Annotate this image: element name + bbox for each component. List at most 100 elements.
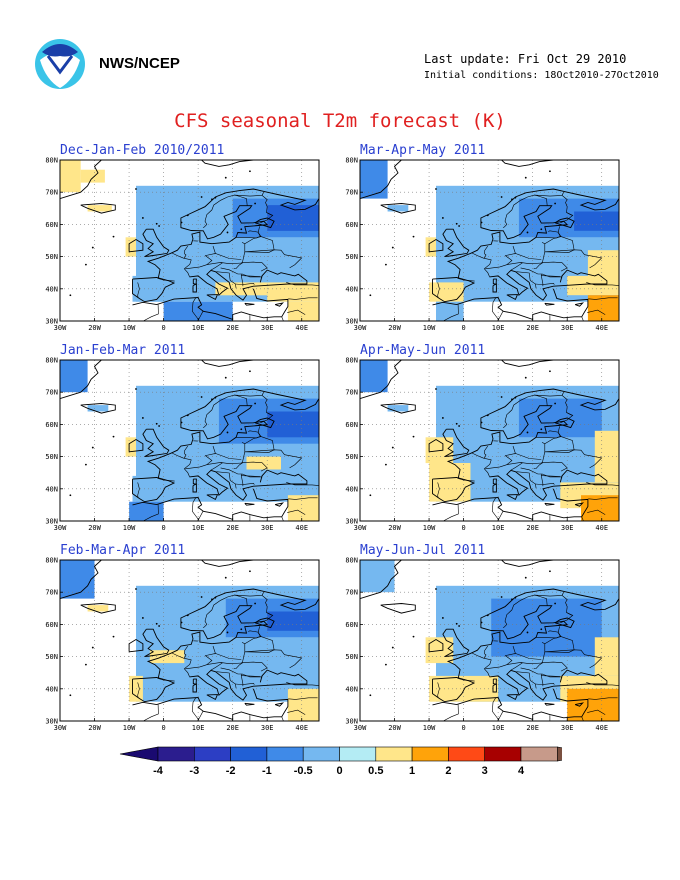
country-border	[157, 477, 175, 482]
x-tick-label: 0	[461, 524, 465, 532]
coastline	[274, 502, 285, 507]
y-tick-label: 30N	[45, 718, 58, 726]
country-border	[485, 662, 523, 671]
country-border	[544, 249, 603, 269]
coastline	[132, 297, 282, 321]
island-dot	[458, 225, 461, 227]
country-border	[557, 426, 562, 437]
x-tick-label: 10W	[423, 324, 436, 332]
coastline	[446, 588, 619, 678]
legend-label: -1	[262, 765, 272, 777]
coastline	[489, 669, 608, 701]
country-border	[457, 477, 475, 482]
legend-swatch	[448, 746, 485, 762]
coastline	[146, 388, 319, 478]
x-tick-label: 10E	[192, 524, 205, 532]
island-dot	[155, 222, 158, 225]
country-border	[191, 497, 200, 521]
country-border	[212, 645, 216, 655]
island-dot	[200, 396, 203, 398]
country-border	[281, 516, 284, 521]
country-border	[244, 649, 303, 669]
country-border	[244, 436, 275, 453]
coastline	[192, 278, 197, 285]
island-dot	[369, 294, 372, 297]
island-dot	[391, 646, 394, 649]
coastline	[252, 488, 289, 518]
coastline	[80, 403, 116, 414]
anomaly-cell	[163, 301, 233, 321]
plot-frame	[359, 159, 620, 322]
country-border	[533, 262, 543, 270]
island-dot	[549, 170, 551, 173]
country-border	[504, 253, 542, 265]
country-border	[235, 283, 244, 287]
island-dot	[214, 596, 217, 599]
country-border	[184, 453, 187, 459]
island-dot	[500, 196, 503, 198]
coastline	[206, 494, 219, 501]
country-border	[491, 697, 500, 721]
x-tick-label: 20E	[226, 724, 239, 732]
country-border	[137, 682, 140, 698]
country-border	[472, 652, 492, 677]
country-border	[586, 682, 619, 686]
x-tick-label: 30E	[561, 524, 574, 532]
island-dot	[214, 196, 217, 199]
country-border	[184, 445, 189, 455]
coastline	[80, 203, 116, 214]
island-dot	[240, 428, 243, 431]
island-dot	[112, 235, 115, 238]
country-border	[220, 667, 261, 677]
coastline	[244, 502, 255, 506]
y-tick-label: 80N	[45, 357, 58, 365]
anomaly-cell	[567, 275, 619, 296]
island-dot	[480, 421, 483, 424]
island-dot	[249, 570, 251, 573]
coastline	[360, 360, 402, 400]
country-border	[535, 683, 544, 687]
panel-title-mam: Mar-Apr-May 2011	[360, 143, 486, 158]
country-border	[520, 642, 546, 665]
org-label: NWS/NCEP	[99, 55, 180, 72]
island-dot	[385, 663, 387, 666]
y-tick-label: 60N	[345, 621, 358, 629]
country-border	[588, 697, 618, 700]
coastline	[489, 269, 608, 301]
anomaly-cell	[587, 250, 619, 276]
country-border	[541, 661, 568, 672]
y-tick-label: 40N	[345, 485, 358, 493]
x-tick-label: 20E	[526, 524, 539, 532]
x-tick-label: 0	[161, 324, 165, 332]
coastline	[446, 188, 619, 278]
country-border	[581, 716, 584, 721]
country-border	[220, 467, 261, 477]
country-border	[233, 662, 243, 670]
plot-frame	[359, 559, 620, 722]
country-border	[566, 412, 573, 416]
island-dot	[391, 446, 394, 449]
country-border	[281, 316, 284, 321]
coastline	[489, 469, 608, 501]
coastline	[574, 702, 585, 707]
coastline	[252, 688, 289, 718]
country-border	[588, 497, 618, 500]
coastline	[80, 603, 116, 614]
x-tick-label: 40E	[295, 324, 308, 332]
x-tick-label: 20W	[388, 524, 401, 532]
anomaly-cell	[567, 688, 619, 721]
coastline	[244, 302, 255, 306]
island-dot	[511, 198, 513, 201]
country-border	[544, 636, 575, 653]
country-border	[581, 316, 584, 321]
island-dot	[200, 596, 203, 598]
country-border	[191, 297, 200, 321]
panel-title-jfm: Jan-Feb-Mar 2011	[60, 343, 186, 358]
y-tick-label: 80N	[345, 357, 358, 365]
country-border	[472, 452, 492, 477]
country-border	[185, 662, 223, 671]
y-tick-label: 70N	[45, 589, 58, 597]
coastline	[189, 269, 308, 301]
y-tick-label: 40N	[45, 685, 58, 693]
island-dot	[158, 625, 161, 627]
